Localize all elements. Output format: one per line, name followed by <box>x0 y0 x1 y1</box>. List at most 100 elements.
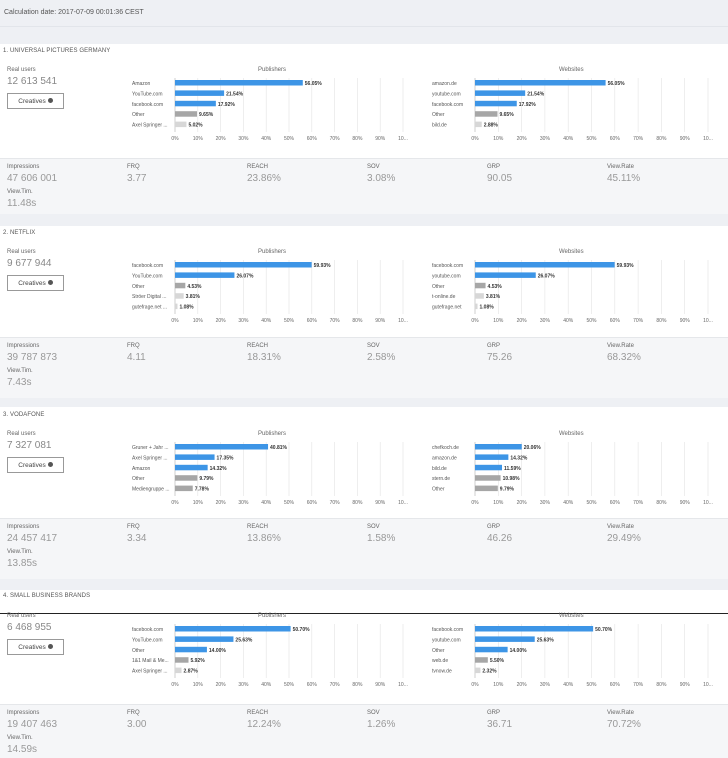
category-label: Amazon <box>132 466 151 472</box>
publishers-chart: facebook.com 59.93% YouTube.com 26.07% Other… <box>132 260 408 324</box>
category-label: Ströer Digital ... <box>132 294 166 300</box>
x-tick-label: 70% <box>633 500 644 506</box>
category-label: Other <box>132 476 145 482</box>
data-label: 25.63% <box>235 637 253 643</box>
x-tick-label: 60% <box>307 318 318 324</box>
category-label: YouTube.com <box>132 273 162 279</box>
bar <box>475 475 501 481</box>
data-label: 11.59% <box>504 466 521 472</box>
websites-chart-title: Websites <box>559 249 584 255</box>
x-tick-label: 40% <box>563 682 574 688</box>
data-label: 17.35% <box>217 455 235 461</box>
x-tick-label: 10... <box>703 136 713 142</box>
bar <box>175 90 225 96</box>
category-label: bild.de <box>432 123 447 129</box>
category-label: Axel Springer ... <box>132 455 168 461</box>
reach-label: REACH <box>247 164 269 170</box>
bar <box>175 657 189 663</box>
x-tick-label: 40% <box>563 136 574 142</box>
sov-label: SOV <box>367 524 380 530</box>
view-time-label: View.Tim. <box>7 549 33 555</box>
x-tick-label: 50% <box>586 500 597 506</box>
reach-value: 12.24% <box>247 719 281 730</box>
section-title: 1. UNIVERSAL PICTURES GERMANY <box>3 48 111 54</box>
x-tick-label: 10% <box>193 682 204 688</box>
bar <box>475 293 484 299</box>
category-label: 1&1 Mail & Me... <box>132 658 169 664</box>
x-tick-label: 50% <box>586 136 597 142</box>
data-label: 50.70% <box>293 627 311 633</box>
bar <box>475 636 535 642</box>
x-tick-label: 60% <box>610 500 621 506</box>
data-label: 14.32% <box>210 466 228 472</box>
creatives-button[interactable]: Creatives <box>7 275 64 291</box>
data-label: 5.50% <box>490 658 505 664</box>
data-label: 4.53% <box>187 284 202 290</box>
bar <box>175 646 207 653</box>
category-label: stern.de <box>432 476 450 482</box>
category-label: amazon.de <box>432 81 457 87</box>
view-time-value: 11.48s <box>7 198 37 209</box>
x-tick-label: 10% <box>493 500 504 506</box>
data-label: 3.81% <box>486 294 501 300</box>
creatives-button[interactable]: Creatives <box>7 639 64 655</box>
grp-value: 75.26 <box>487 352 513 363</box>
bar <box>175 111 198 117</box>
real-users-label: Real users <box>7 613 36 619</box>
creatives-label: Creatives <box>18 644 46 651</box>
x-tick-label: 50% <box>284 136 295 142</box>
frq-value: 3.34 <box>127 533 147 544</box>
data-label: 2.87% <box>184 669 199 675</box>
x-tick-label: 50% <box>284 318 295 324</box>
real-users-value: 9 677 944 <box>7 258 52 269</box>
sov-label: SOV <box>367 164 380 170</box>
bar <box>475 657 488 663</box>
category-label: Gruner + Jahr ... <box>132 445 169 451</box>
frq-label: FRQ <box>127 343 140 349</box>
x-tick-label: 30% <box>540 500 551 506</box>
grp-label: GRP <box>487 524 501 530</box>
websites-chart: facebook.com 59.93% youtube.com 26.07% Other… <box>432 260 713 324</box>
x-tick-label: 30% <box>238 682 249 688</box>
x-tick-label: 70% <box>633 318 644 324</box>
x-tick-label: 90% <box>680 682 691 688</box>
x-tick-label: 80% <box>352 318 363 324</box>
x-tick-label: 80% <box>656 136 667 142</box>
x-tick-label: 60% <box>610 682 621 688</box>
x-tick-label: 60% <box>307 682 318 688</box>
sov-label: SOV <box>367 710 380 716</box>
section-gap <box>0 578 728 590</box>
bar <box>475 646 508 653</box>
x-tick-label: 10... <box>398 318 408 324</box>
data-label: 1.08% <box>480 305 495 311</box>
impressions-label: Impressions <box>7 164 40 170</box>
reach-value: 13.86% <box>247 533 281 544</box>
sov-value: 1.26% <box>367 719 396 730</box>
view-time-label: View.Tim. <box>7 189 33 195</box>
bar <box>475 282 486 289</box>
x-tick-label: 10% <box>493 682 504 688</box>
bar <box>475 464 503 471</box>
bar <box>175 485 193 492</box>
bar <box>175 444 269 450</box>
bar <box>175 667 182 674</box>
data-label: 17.92% <box>519 102 537 108</box>
bar <box>475 262 615 268</box>
creatives-button[interactable]: Creatives <box>7 457 64 473</box>
data-label: 25.63% <box>537 637 555 643</box>
grp-label: GRP <box>487 164 501 170</box>
view-time-value: 14.59s <box>7 744 38 755</box>
creatives-button[interactable]: Creatives <box>7 93 64 109</box>
bar <box>475 444 522 450</box>
x-tick-label: 70% <box>330 136 341 142</box>
view-time-label: View.Tim. <box>7 735 33 741</box>
view-rate-label: View.Rate <box>607 164 634 170</box>
category-label: facebook.com <box>432 627 463 633</box>
grp-label: GRP <box>487 710 501 716</box>
data-label: 2.32% <box>482 669 497 675</box>
category-label: Axel Springer ... <box>132 123 168 129</box>
x-tick-label: 20% <box>517 682 528 688</box>
grp-value: 90.05 <box>487 173 513 184</box>
x-tick-label: 80% <box>352 136 363 142</box>
bar <box>475 626 594 632</box>
